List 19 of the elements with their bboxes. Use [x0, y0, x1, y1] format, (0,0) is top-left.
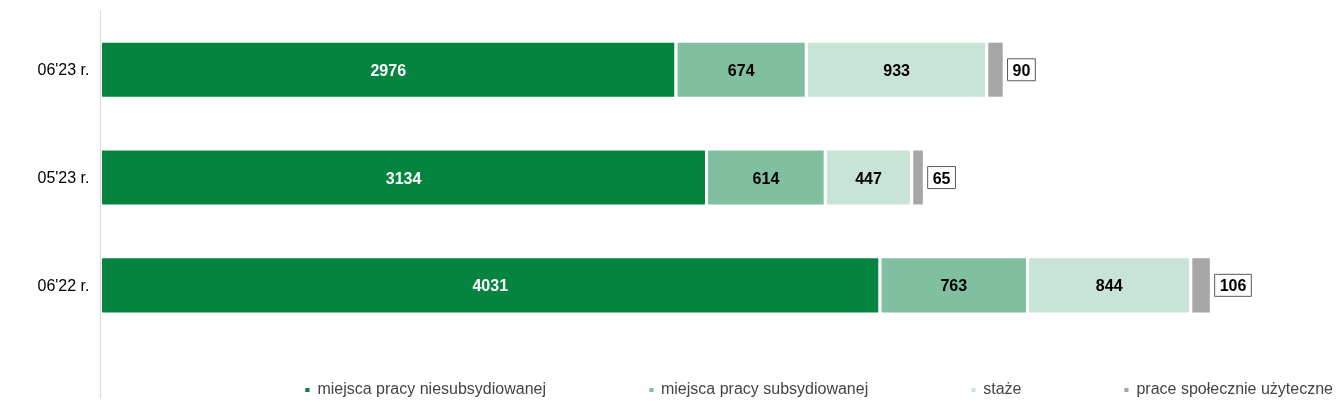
legend-label: prace społecznie użyteczne	[1136, 380, 1333, 398]
y-tick-label: 05'23 r.	[37, 169, 90, 187]
data-label: 106	[1219, 277, 1247, 295]
y-tick-label: 06'23 r.	[37, 61, 90, 79]
data-label: 90	[1012, 61, 1031, 79]
legend-label: staże	[983, 380, 1022, 398]
data-label: 3134	[385, 169, 422, 187]
y-tick-label: 06'22 r.	[37, 276, 90, 294]
data-label: 674	[727, 61, 755, 79]
data-label: 614	[752, 169, 780, 187]
data-label: 933	[883, 61, 911, 79]
data-label: 2976	[370, 61, 407, 79]
data-label: 65	[932, 169, 951, 187]
legend-label: miejsca pracy niesubsydiowanej	[317, 380, 546, 398]
data-label: 4031	[472, 277, 509, 295]
data-label: 447	[855, 169, 882, 187]
data-label: 763	[940, 277, 968, 295]
legend-label: miejsca pracy subsydiowanej	[660, 380, 869, 398]
data-label: 844	[1095, 277, 1123, 295]
